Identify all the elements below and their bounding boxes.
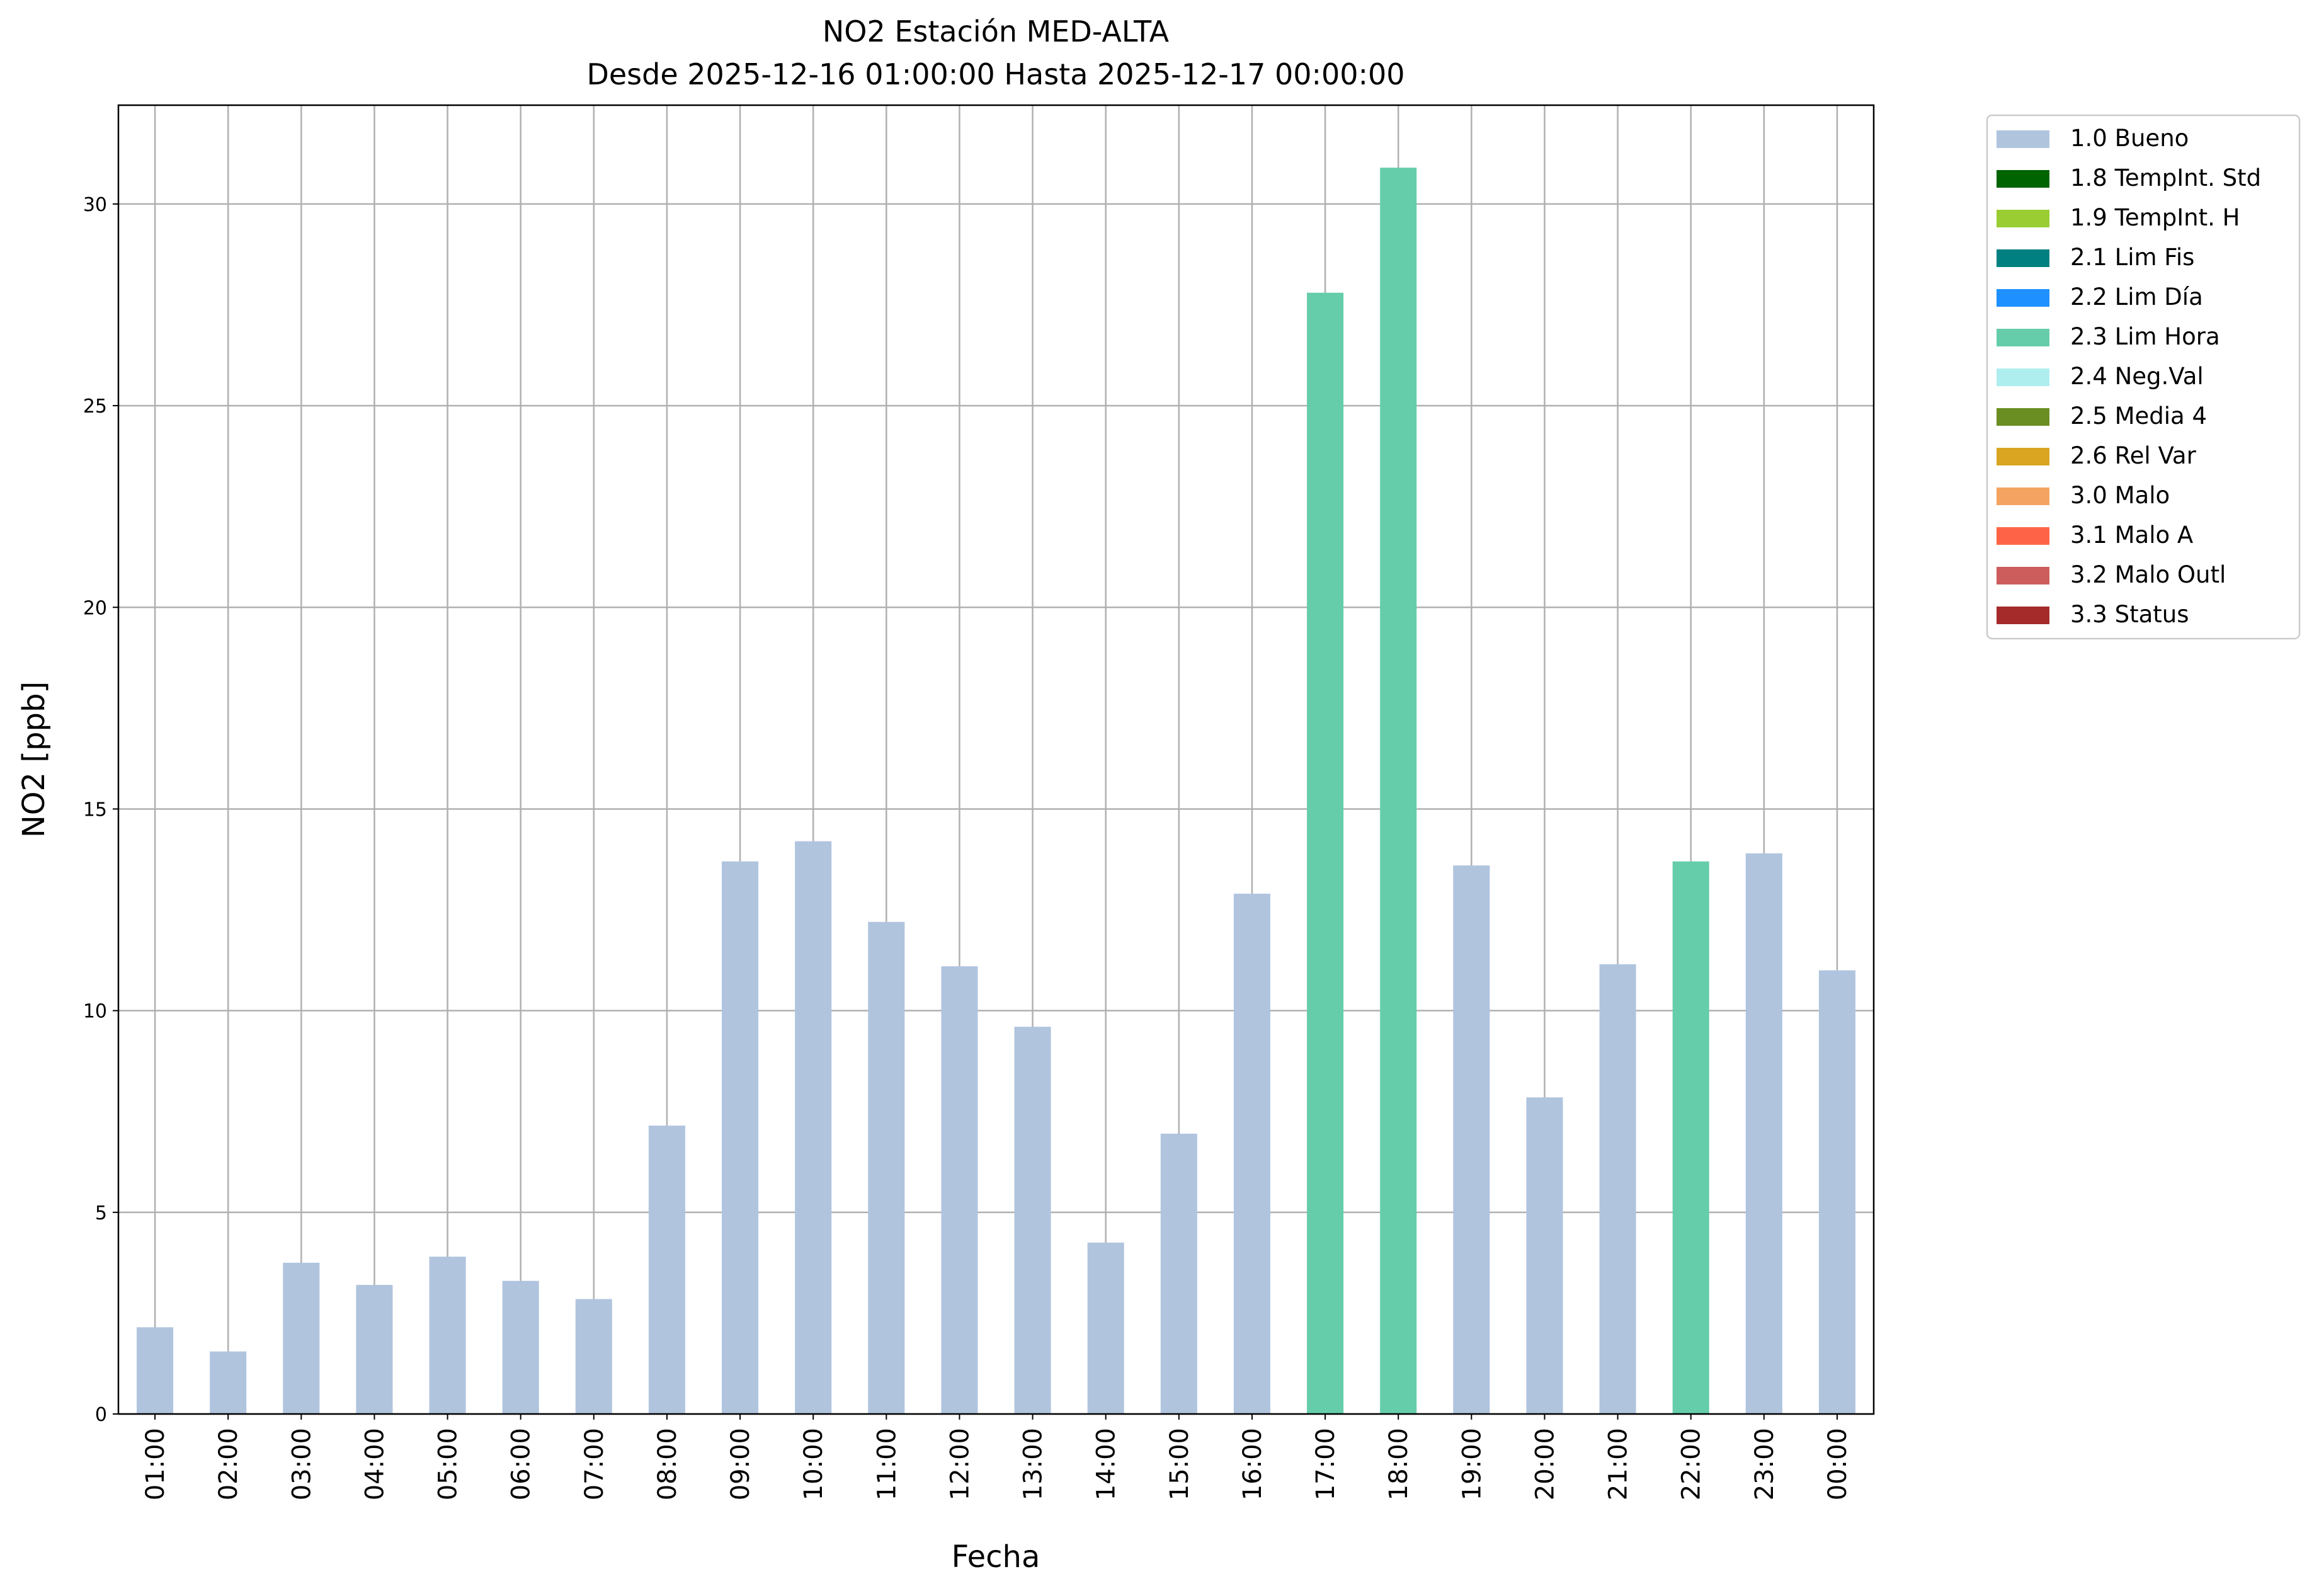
legend-swatch bbox=[1997, 448, 2049, 465]
y-tick-label: 0 bbox=[95, 1404, 107, 1426]
x-tick-label: 17:00 bbox=[1311, 1428, 1340, 1500]
bar bbox=[1599, 964, 1636, 1414]
legend-swatch bbox=[1997, 210, 2049, 227]
x-tick-label: 07:00 bbox=[580, 1428, 609, 1500]
bar bbox=[1160, 1133, 1197, 1414]
x-tick-label: 13:00 bbox=[1019, 1428, 1048, 1500]
x-tick-label: 22:00 bbox=[1677, 1428, 1706, 1500]
legend-label: 2.3 Lim Hora bbox=[2070, 323, 2220, 350]
x-tick-label: 15:00 bbox=[1165, 1428, 1194, 1500]
legend-swatch bbox=[1997, 527, 2049, 545]
x-tick-label: 03:00 bbox=[287, 1428, 316, 1500]
legend-label: 2.5 Media 4 bbox=[2070, 402, 2207, 430]
legend-label: 3.3 Status bbox=[2070, 601, 2189, 628]
x-tick-label: 08:00 bbox=[653, 1428, 682, 1500]
legend-label: 1.8 TempInt. Std bbox=[2070, 164, 2261, 191]
legend-label: 2.1 Lim Fis bbox=[2070, 244, 2194, 271]
legend-swatch bbox=[1997, 408, 2049, 426]
bar bbox=[868, 921, 905, 1414]
y-tick-label: 5 bbox=[95, 1202, 107, 1224]
y-tick-label: 20 bbox=[83, 597, 107, 619]
legend-label: 1.9 TempInt. H bbox=[2070, 204, 2240, 231]
bar bbox=[1818, 970, 1855, 1414]
legend-label: 2.4 Neg.Val bbox=[2070, 363, 2204, 390]
plot-frame bbox=[117, 104, 1875, 1415]
legend-swatch bbox=[1997, 249, 2049, 267]
bar bbox=[1014, 1027, 1051, 1414]
x-tick-label: 09:00 bbox=[726, 1428, 755, 1500]
bar bbox=[722, 861, 759, 1414]
bar bbox=[356, 1285, 393, 1414]
x-tick-label: 19:00 bbox=[1457, 1428, 1486, 1500]
legend-label: 2.6 Rel Var bbox=[2070, 442, 2197, 469]
legend-swatch bbox=[1997, 329, 2049, 346]
legend-label: 1.0 Bueno bbox=[2070, 125, 2189, 152]
legend-label: 3.1 Malo A bbox=[2070, 522, 2193, 549]
legend-swatch bbox=[1997, 289, 2049, 307]
bar bbox=[1672, 861, 1709, 1414]
x-tick-label: 02:00 bbox=[214, 1428, 243, 1500]
legend-swatch bbox=[1997, 567, 2049, 584]
chart-title: NO2 Estación MED-ALTA bbox=[823, 14, 1170, 48]
legend: 1.0 Bueno 1.8 TempInt. Std 1.9 TempInt. H 2… bbox=[1986, 114, 2301, 640]
x-tick-label: 06:00 bbox=[507, 1428, 536, 1500]
y-tick-label: 15 bbox=[83, 799, 107, 821]
legend-label: 3.2 Malo Outl bbox=[2070, 561, 2226, 588]
bar bbox=[283, 1262, 320, 1414]
x-axis-label: Fecha bbox=[952, 1539, 1040, 1575]
legend-label: 2.2 Lim Día bbox=[2070, 283, 2203, 311]
x-tick-label: 10:00 bbox=[799, 1428, 828, 1500]
bar bbox=[1380, 168, 1417, 1414]
bar bbox=[502, 1280, 539, 1414]
legend-frame bbox=[1986, 114, 2301, 640]
y-tick-label: 10 bbox=[83, 1001, 107, 1023]
x-tick-label: 05:00 bbox=[434, 1428, 463, 1500]
legend-swatch bbox=[1997, 487, 2049, 505]
x-tick-label: 12:00 bbox=[945, 1428, 974, 1500]
x-tick-label: 01:00 bbox=[141, 1428, 170, 1500]
x-tick-label: 11:00 bbox=[872, 1428, 901, 1500]
x-tick-label: 18:00 bbox=[1384, 1428, 1413, 1500]
bar bbox=[210, 1351, 247, 1414]
bar bbox=[941, 966, 978, 1414]
x-tick-label: 21:00 bbox=[1604, 1428, 1633, 1500]
bar bbox=[1526, 1097, 1563, 1414]
bar bbox=[1087, 1242, 1124, 1414]
bar bbox=[575, 1299, 612, 1414]
bar bbox=[1745, 853, 1782, 1414]
legend-swatch bbox=[1997, 130, 2049, 148]
bar bbox=[429, 1257, 466, 1414]
x-tick-label: 20:00 bbox=[1530, 1428, 1559, 1500]
legend-swatch bbox=[1997, 607, 2049, 624]
bar bbox=[1453, 865, 1490, 1414]
chart-subtitle: Desde 2025-12-16 01:00:00 Hasta 2025-12-… bbox=[586, 57, 1405, 91]
x-tick-label: 00:00 bbox=[1823, 1428, 1852, 1500]
legend-swatch bbox=[1997, 170, 2049, 188]
y-axis-label: NO2 [ppb] bbox=[16, 681, 52, 838]
y-tick-label: 25 bbox=[83, 396, 107, 418]
bar bbox=[137, 1327, 174, 1414]
x-tick-label: 14:00 bbox=[1092, 1428, 1121, 1500]
x-tick-label: 16:00 bbox=[1238, 1428, 1267, 1500]
bar bbox=[1307, 292, 1344, 1414]
x-tick-label: 23:00 bbox=[1750, 1428, 1779, 1500]
bar bbox=[648, 1126, 685, 1414]
y-tick-label: 30 bbox=[83, 194, 107, 216]
legend-swatch bbox=[1997, 368, 2049, 386]
legend-label: 3.0 Malo bbox=[2070, 482, 2170, 509]
bar bbox=[1233, 893, 1270, 1414]
x-tick-label: 04:00 bbox=[360, 1428, 389, 1500]
bar bbox=[795, 841, 832, 1414]
